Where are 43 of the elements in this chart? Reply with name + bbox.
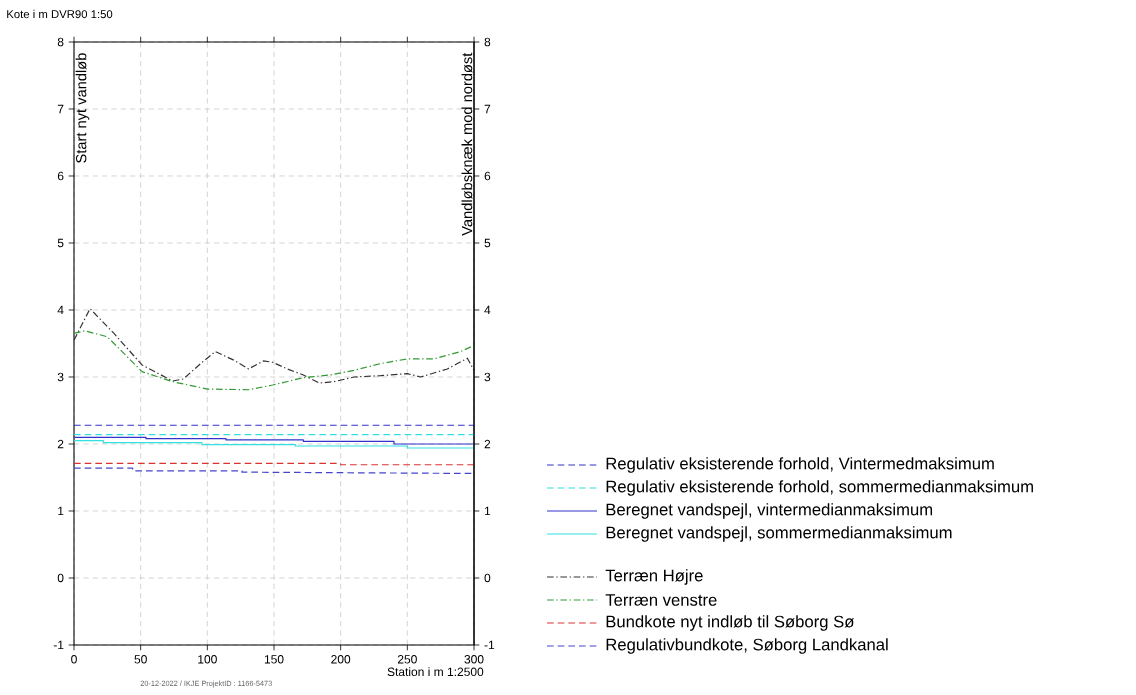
y-axis-title: Kote i m DVR90 1:50 bbox=[7, 9, 113, 19]
x-tick-label: 250 bbox=[397, 655, 417, 664]
legend-label: Terræn venstre bbox=[605, 594, 717, 606]
line-series bbox=[73, 436, 475, 445]
legend-label: Beregnet vandspejl, vintermedianmaksimum bbox=[606, 503, 933, 519]
x-tick-label: 0 bbox=[71, 655, 77, 664]
y-tick-label: 4 bbox=[57, 305, 64, 315]
x-tick-label: 50 bbox=[134, 655, 147, 664]
x-tick-label: 150 bbox=[264, 655, 284, 664]
y-tick-label: 1 bbox=[58, 506, 64, 516]
x-tick-label: 300 bbox=[464, 655, 484, 664]
y-tick-label: -1 bbox=[53, 640, 64, 650]
y-tick-label: 5 bbox=[57, 238, 64, 248]
line-series bbox=[73, 330, 475, 391]
line-series bbox=[73, 308, 475, 384]
legend-label: Regulativbundkote, Søborg Landkanal bbox=[606, 638, 888, 654]
legend-label: Beregnet vandspejl, sommermedianmaksimum bbox=[606, 526, 952, 542]
x-tick-label: 100 bbox=[198, 655, 217, 664]
y2-tick-label: -1 bbox=[484, 640, 495, 650]
legend-label: Terræn Højre bbox=[605, 569, 703, 585]
line-series bbox=[73, 440, 475, 449]
y-tick-label: 7 bbox=[57, 104, 64, 114]
y2-tick-label: 4 bbox=[484, 305, 491, 315]
annotation: Start nyt vandløb bbox=[75, 53, 90, 163]
y2-tick-label: 3 bbox=[484, 372, 491, 382]
y-tick-label: 2 bbox=[57, 439, 64, 449]
y2-tick-label: 0 bbox=[484, 573, 491, 583]
y-tick-label: 6 bbox=[57, 171, 64, 181]
y2-tick-label: 8 bbox=[484, 37, 491, 47]
y2-tick-label: 7 bbox=[484, 104, 491, 114]
y2-tick-label: 2 bbox=[484, 439, 491, 449]
legend-label: Regulativ eksisterende forhold, Vintermedmaksimum bbox=[606, 457, 994, 473]
legend-label: Bundkote nyt indløb til Søborg Sø bbox=[606, 615, 855, 631]
y2-tick-label: 1 bbox=[484, 506, 491, 516]
y2-tick-label: 5 bbox=[484, 238, 491, 248]
annotation: Vandløbsknæk mod nordøst bbox=[461, 52, 473, 236]
y2-tick-label: 6 bbox=[484, 171, 491, 181]
y-tick-label: 3 bbox=[57, 372, 64, 382]
legend-label: Regulativ eksisterende forhold, sommermedianmaksimum bbox=[606, 480, 1033, 496]
x-axis-title: Station i m 1:2500 bbox=[387, 667, 484, 677]
y-tick-label: 8 bbox=[57, 37, 64, 47]
x-tick-label: 200 bbox=[331, 655, 351, 664]
y-tick-label: 0 bbox=[57, 573, 64, 583]
